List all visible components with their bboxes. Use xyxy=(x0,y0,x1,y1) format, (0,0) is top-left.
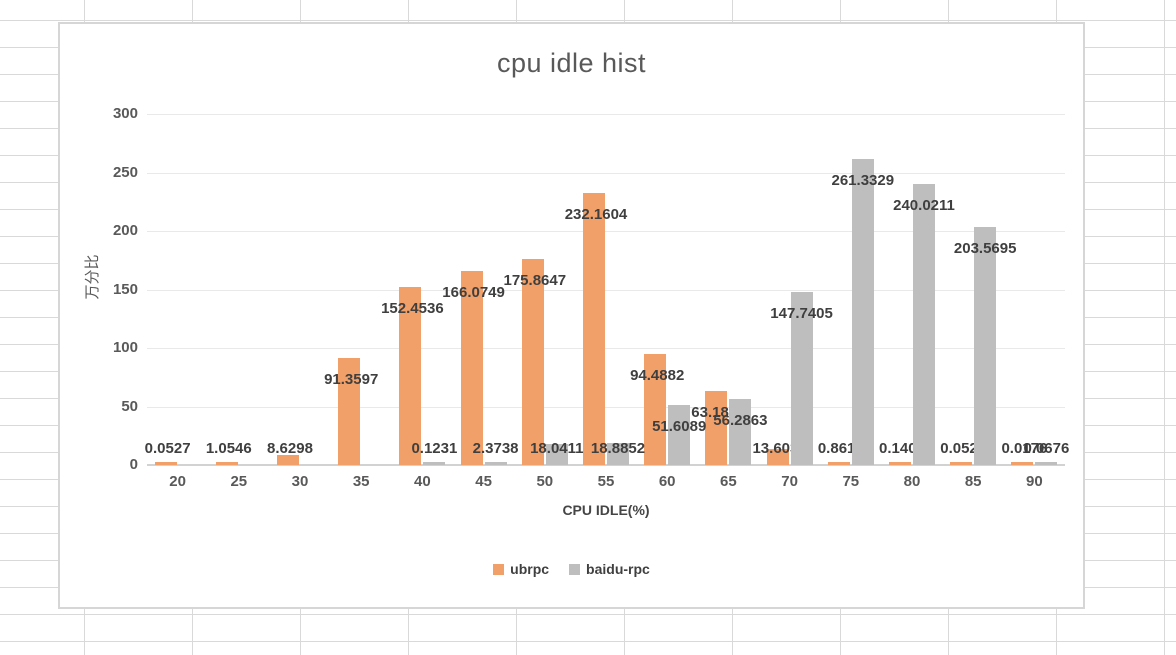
value-label-ubrpc-25: 1.0546 xyxy=(205,440,252,457)
value-label-ubrpc-20: 0.0527 xyxy=(144,440,191,457)
bar-baidu-rpc-40[interactable] xyxy=(423,462,446,465)
gridline-50 xyxy=(147,406,1065,408)
x-tick-80: 80 xyxy=(903,473,921,490)
bar-ubrpc-70[interactable] xyxy=(766,449,789,465)
value-label-baidu-rpc-60: 51.6089 xyxy=(652,417,707,435)
value-label-ubrpc-90: 0.0176 xyxy=(1001,440,1048,457)
bar-baidu-rpc-60[interactable] xyxy=(668,404,691,465)
value-label-baidu-rpc-65: 56.2863 xyxy=(713,412,768,430)
y-tick-50: 50 xyxy=(121,397,138,415)
x-tick-50: 50 xyxy=(536,473,554,490)
gridline-150 xyxy=(147,289,1065,291)
legend-label-baidu-rpc: baidu-rpc xyxy=(586,561,650,577)
bar-ubrpc-65[interactable] xyxy=(705,391,728,465)
x-axis-title: CPU IDLE(%) xyxy=(562,502,650,518)
bar-ubrpc-55[interactable] xyxy=(583,193,605,465)
value-label-baidu-rpc-80: 240.0211 xyxy=(893,197,955,215)
x-tick-60: 60 xyxy=(658,473,676,490)
bar-ubrpc-25[interactable] xyxy=(215,462,238,465)
bar-ubrpc-35[interactable] xyxy=(338,358,361,465)
legend-swatch-baidu-rpc xyxy=(569,563,581,575)
bar-baidu-rpc-85[interactable] xyxy=(974,226,997,465)
value-label-baidu-rpc-45: 2.3738 xyxy=(472,440,519,457)
legend: ubrpc baidu-rpc xyxy=(60,561,1083,577)
bar-baidu-rpc-80[interactable] xyxy=(913,184,935,465)
value-label-baidu-rpc-40: 0.1231 xyxy=(411,440,458,457)
gridline-300 xyxy=(147,114,1065,115)
value-label-ubrpc-35: 91.3597 xyxy=(324,371,379,389)
value-label-ubrpc-45: 166.0749 xyxy=(442,283,505,301)
value-label-baidu-rpc-55: 18.8852 xyxy=(590,440,646,457)
x-tick-75: 75 xyxy=(842,473,860,490)
bar-baidu-rpc-75[interactable] xyxy=(851,159,874,465)
value-label-baidu-rpc-75: 261.3329 xyxy=(831,172,895,190)
gridline-200 xyxy=(147,231,1065,232)
x-tick-30: 30 xyxy=(291,473,309,490)
x-tick-55: 55 xyxy=(597,473,615,490)
x-tick-35: 35 xyxy=(352,473,370,490)
x-tick-70: 70 xyxy=(781,473,798,490)
bar-baidu-rpc-65[interactable] xyxy=(729,399,752,465)
value-label-ubrpc-30: 8.6298 xyxy=(267,440,313,457)
bar-ubrpc-20[interactable] xyxy=(154,462,177,465)
legend-item-ubrpc[interactable]: ubrpc xyxy=(493,561,549,577)
y-tick-0: 0 xyxy=(129,456,138,473)
bar-ubrpc-40[interactable] xyxy=(399,286,422,465)
bar-baidu-rpc-70[interactable] xyxy=(790,292,813,465)
value-label-ubrpc-40: 152.4536 xyxy=(381,299,444,317)
bar-baidu-rpc-55[interactable] xyxy=(607,442,629,465)
value-label-baidu-rpc-90: 0.0676 xyxy=(1023,440,1070,457)
bar-baidu-rpc-90[interactable] xyxy=(1035,462,1058,465)
y-tick-200: 200 xyxy=(112,222,138,239)
x-tick-40: 40 xyxy=(414,473,431,490)
y-tick-300: 300 xyxy=(112,105,138,122)
x-tick-20: 20 xyxy=(169,473,186,490)
chart-title: cpu idle hist xyxy=(496,48,647,78)
gridline-250 xyxy=(147,172,1065,174)
bar-baidu-rpc-45[interactable] xyxy=(484,462,507,465)
y-tick-250: 250 xyxy=(112,163,138,181)
legend-item-baidu-rpc[interactable]: baidu-rpc xyxy=(569,561,650,577)
legend-label-ubrpc: ubrpc xyxy=(510,561,550,577)
y-tick-100: 100 xyxy=(112,339,138,356)
bar-ubrpc-30[interactable] xyxy=(277,454,299,465)
plot-area: 0.0527 1.0546 8.6298 91.3597 152.4536 166.074… xyxy=(145,114,1069,466)
value-label-ubrpc-60: 94.4882 xyxy=(630,367,685,385)
x-tick-25: 25 xyxy=(230,473,248,490)
x-tick-85: 85 xyxy=(964,473,982,490)
bar-ubrpc-45[interactable] xyxy=(460,270,483,465)
value-label-baidu-rpc-85: 203.5695 xyxy=(953,239,1017,257)
x-tick-45: 45 xyxy=(475,473,492,490)
x-tick-65: 65 xyxy=(720,473,737,490)
legend-swatch-ubrpc xyxy=(493,563,505,575)
bar-ubrpc-80[interactable] xyxy=(889,462,911,465)
value-label-baidu-rpc-70: 147.7405 xyxy=(770,305,833,323)
value-label-baidu-rpc-50: 18.0411 xyxy=(530,440,584,457)
bar-ubrpc-50[interactable] xyxy=(521,259,544,465)
bar-ubrpc-60[interactable] xyxy=(644,354,667,465)
y-tick-150: 150 xyxy=(112,280,138,298)
gridline-100 xyxy=(147,348,1065,349)
x-axis-line xyxy=(147,464,1065,466)
x-tick-90: 90 xyxy=(1026,473,1043,490)
value-label-ubrpc-55: 232.1604 xyxy=(564,206,628,224)
bar-ubrpc-75[interactable] xyxy=(827,462,850,465)
bar-ubrpc-90[interactable] xyxy=(1011,462,1034,465)
bar-ubrpc-85[interactable] xyxy=(950,462,973,465)
value-label-ubrpc-50: 175.8647 xyxy=(503,272,567,290)
chart-area[interactable]: cpu idle hist 万分比 0.0527 1.0546 8.6298 91.3… xyxy=(58,22,1085,609)
bar-baidu-rpc-50[interactable] xyxy=(545,443,568,465)
